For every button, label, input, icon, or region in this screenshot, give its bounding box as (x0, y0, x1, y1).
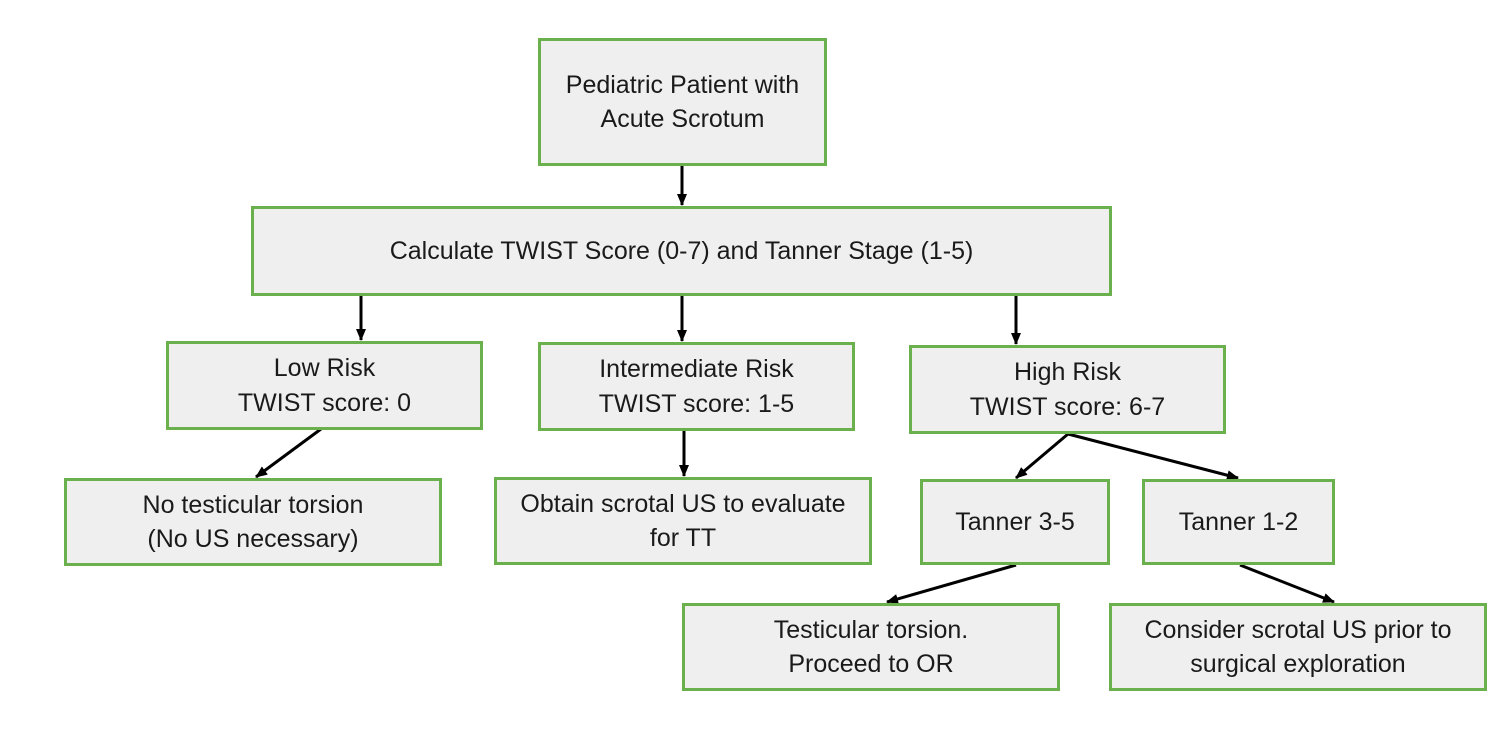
node-text-line: surgical exploration (1190, 650, 1406, 678)
node-text-line: Pediatric Patient with (565, 70, 800, 99)
node-text-line: Consider scrotal US prior to (1144, 615, 1452, 644)
node-low-risk: Low Risk TWIST score: 0 (166, 341, 483, 430)
node-text-line: TWIST score: 6-7 (969, 392, 1166, 421)
node-text-line: Tanner 1-2 (1178, 507, 1299, 536)
node-pediatric-patient: Pediatric Patient with Acute Scrotum (538, 38, 827, 166)
node-text-line: Tanner 3-5 (955, 507, 1075, 536)
arrow-tanner-3-5-to-proceed-or (886, 563, 1017, 604)
node-text-line: TWIST score: 1-5 (598, 389, 795, 418)
node-text-line: Acute Scrotum (600, 105, 765, 133)
arrow-low-risk-to-no-torsion (255, 427, 322, 479)
node-text-line: Obtain scrotal US to evaluate (520, 489, 846, 518)
node-tanner-1-2: Tanner 1-2 (1142, 479, 1335, 565)
node-no-testicular-torsion: No testicular torsion (No US necessary) (64, 478, 442, 566)
node-text-line: No testicular torsion (142, 490, 364, 519)
node-calculate-scores: Calculate TWIST Score (0-7) and Tanner S… (251, 206, 1112, 296)
node-proceed-to-or: Testicular torsion. Proceed to OR (682, 603, 1060, 691)
node-text-line: Proceed to OR (788, 650, 954, 678)
node-consider-scrotal-us: Consider scrotal US prior to surgical ex… (1109, 603, 1487, 691)
node-text-line: Intermediate Risk (599, 355, 794, 383)
node-text-line: for TT (649, 524, 717, 552)
node-obtain-scrotal-us: Obtain scrotal US to evaluate for TT (494, 477, 872, 565)
node-text-line: Low Risk (273, 354, 376, 382)
arrow-tanner-1-2-to-consider-us (1239, 563, 1335, 604)
arrow-high-risk-to-tanner-1-2 (1067, 432, 1239, 481)
node-high-risk: High Risk TWIST score: 6-7 (909, 345, 1226, 434)
node-text-line: TWIST score: 0 (237, 388, 412, 417)
node-tanner-3-5: Tanner 3-5 (920, 479, 1110, 565)
node-text-line: Calculate TWIST Score (0-7) and Tanner S… (389, 236, 974, 265)
node-text-line: Testicular torsion. (773, 615, 969, 644)
node-text-line: (No US necessary) (147, 525, 359, 553)
arrow-high-risk-to-tanner-3-5 (1015, 432, 1069, 480)
node-text-line: High Risk (1014, 358, 1121, 386)
node-intermediate-risk: Intermediate Risk TWIST score: 1-5 (538, 342, 855, 431)
